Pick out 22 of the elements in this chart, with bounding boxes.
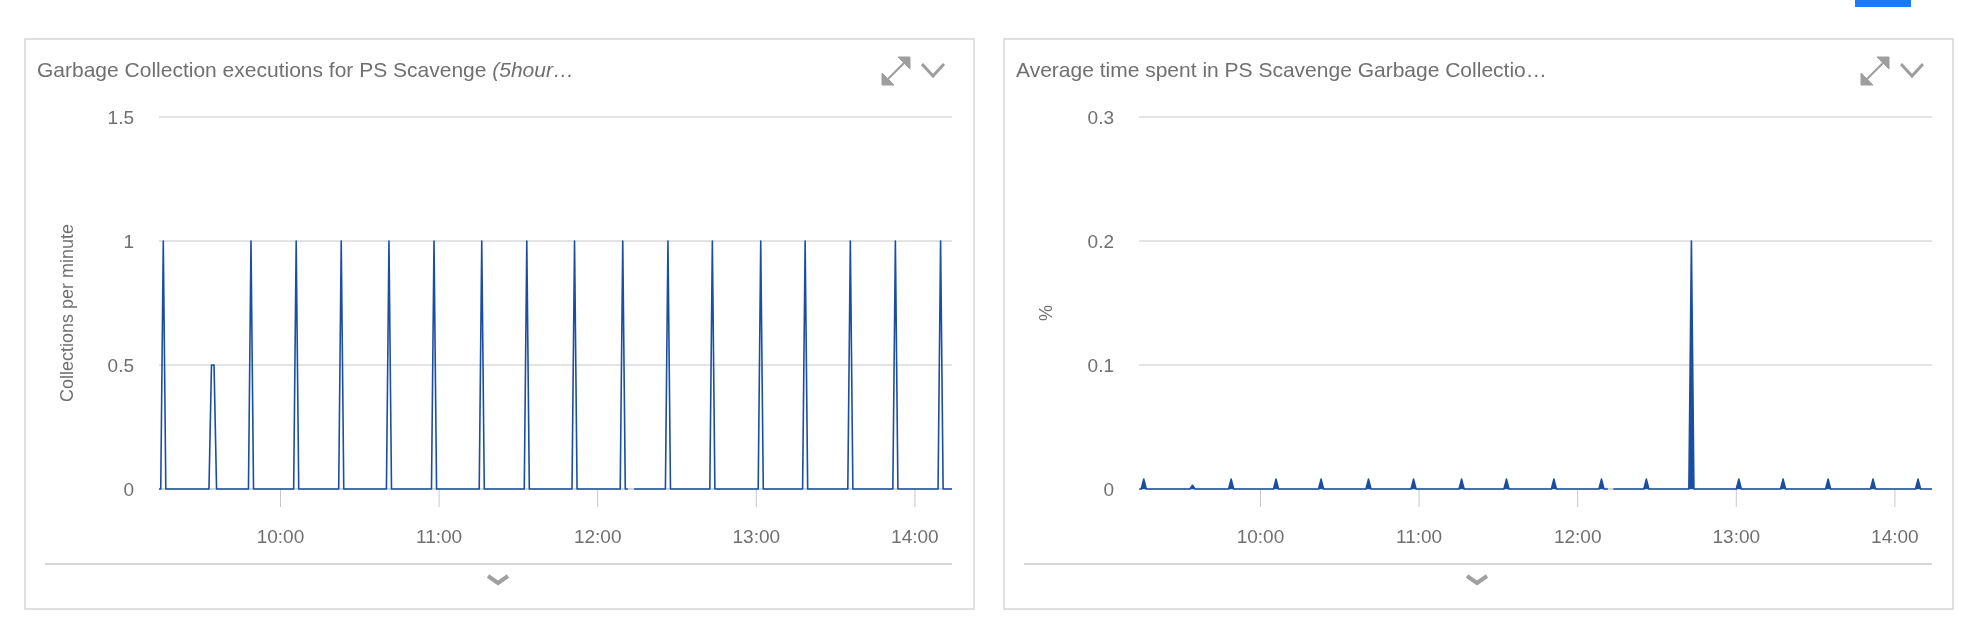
y-tick-label: 0 — [123, 478, 134, 500]
x-tick-label: 13:00 — [1712, 526, 1761, 547]
x-tick-label: 12:00 — [1553, 526, 1602, 547]
x-tick-label: 14:00 — [891, 526, 939, 547]
x-tick-label: 14:00 — [1871, 526, 1919, 547]
y-tick-label: 0 — [1103, 478, 1114, 500]
x-tick-label: 11:00 — [416, 526, 463, 547]
y-tick-label: 1.5 — [107, 106, 134, 128]
y-axis-title: % — [1036, 304, 1056, 322]
y-axis-title: Collections per minute — [57, 223, 77, 403]
x-tick-label: 13:00 — [732, 526, 781, 547]
y-tick-label: 1 — [123, 230, 134, 252]
chart-title: Garbage Collection executions for PS Scavenge (5hour… — [37, 58, 574, 81]
y-tick-label: 0.3 — [1087, 106, 1114, 128]
x-tick-label: 12:00 — [573, 526, 622, 547]
y-tick-label: 0.2 — [1087, 230, 1114, 252]
x-tick-label: 11:00 — [1396, 526, 1443, 547]
y-tick-label: 0.1 — [1087, 354, 1114, 376]
x-tick-label: 10:00 — [1236, 526, 1285, 547]
y-tick-label: 0.5 — [107, 354, 134, 376]
chart-title: Average time spent in PS Scavenge Garbage Collectio… — [1016, 58, 1547, 81]
x-tick-label: 10:00 — [256, 526, 305, 547]
